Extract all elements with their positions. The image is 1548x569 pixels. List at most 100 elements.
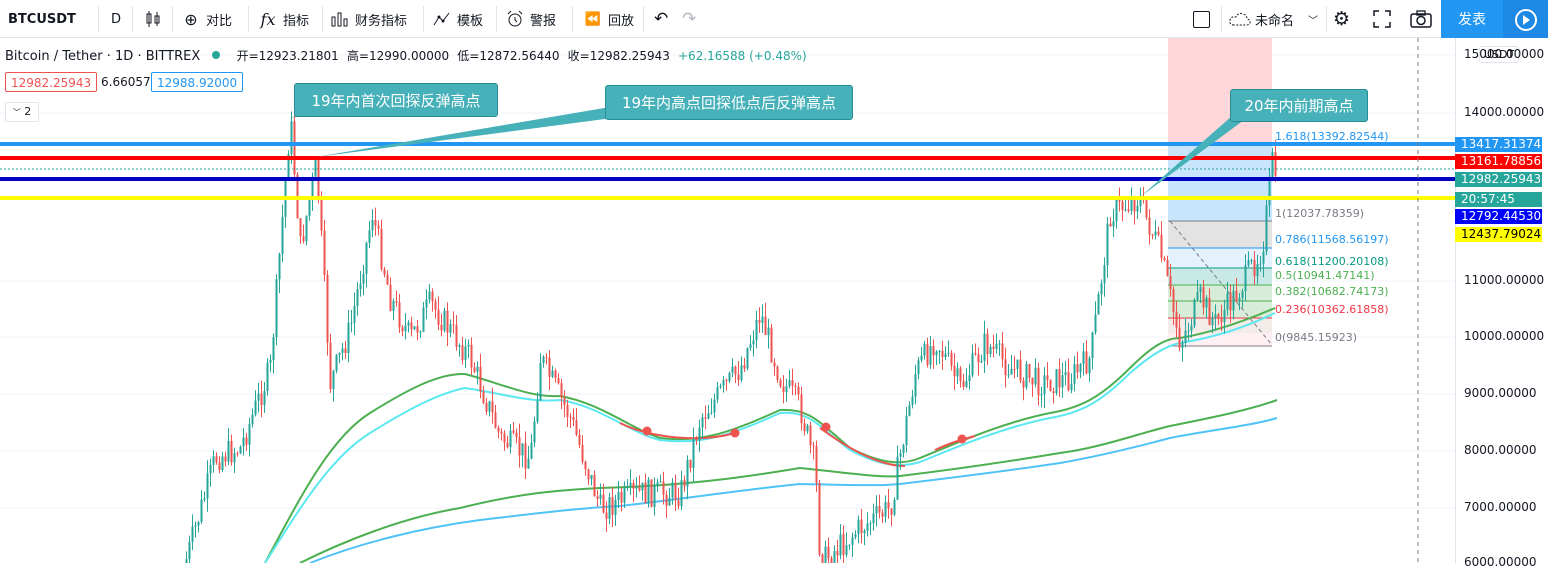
candle-body [818,482,821,555]
rewind-icon: ⏪ [584,11,602,27]
candle-body [860,519,863,534]
undo-button[interactable]: ↶ [654,0,668,38]
candle-body [749,344,752,349]
publish-button[interactable]: 发表 [1441,0,1503,38]
candle-body [1166,260,1169,276]
candle-body [608,497,611,519]
moving-average-line[interactable] [264,312,1276,563]
moving-average-line[interactable] [264,307,1276,563]
layout-name-button[interactable]: 未命名 ﹀ [1228,0,1318,38]
candle-body [857,519,860,535]
fib-level-label: 1.618(13392.82544) [1275,130,1389,143]
candle-body [815,446,818,483]
fib-level-label: 1(12037.78359) [1275,207,1365,220]
candle-body [1055,369,1058,394]
candle-body [833,551,836,563]
buy-price-button[interactable]: 12988.92000 [151,72,244,92]
candle-body [209,464,212,474]
candle-body [1046,375,1049,380]
sell-price-button[interactable]: 12982.25943 [5,72,98,92]
alarm-clock-icon [507,10,523,27]
candle-body [215,456,218,463]
fullscreen-layout-button[interactable] [1193,0,1210,38]
candle-body [1160,234,1163,259]
candle-body [500,431,503,434]
templates-button[interactable]: 模板 [433,0,483,38]
candle-body [623,487,626,503]
callout-rebound-high[interactable]: 19年内高点回探低点后反弹高点 [605,85,853,120]
price-axis-label[interactable]: 12982.25943 [1455,172,1542,187]
settings-button[interactable]: ⚙ [1333,0,1350,38]
callout-first-rebound[interactable]: 19年内首次回探反弹高点 [294,83,498,117]
replay-button[interactable]: ⏪ 回放 [584,11,635,29]
symbol-search-button[interactable]: BTCUSDT [8,0,76,38]
candle-body [1223,309,1226,323]
candle-body [1268,177,1271,206]
price-axis-label[interactable]: 13161.78856 [1455,154,1542,169]
price-tick: 15000.00000 [1464,47,1545,61]
price-axis-label[interactable]: 12437.79024 [1455,227,1542,242]
candle-body [1190,325,1193,331]
candle-body [1247,260,1250,266]
moving-average-line[interactable] [299,399,1278,563]
price-axis-label[interactable]: 13417.31374 [1455,137,1542,152]
candle-body [548,357,551,377]
snapshot-button[interactable] [1410,0,1432,38]
candle-body [599,494,602,499]
candle-body [824,546,827,563]
chart-style-button[interactable] [144,0,162,38]
candle-body [620,492,623,503]
candle-body [218,462,221,470]
candle-body [1202,287,1205,308]
fullscreen-button[interactable] [1373,0,1391,38]
candle-body [968,375,971,382]
compare-button[interactable]: ⊕ 对比 [181,0,232,38]
candle-body [497,427,500,432]
candle-body [836,551,839,556]
market-status-dot [212,51,221,59]
candle-body [302,236,305,242]
candle-body [338,352,341,355]
candle-body [200,499,203,522]
price-chart[interactable] [0,38,1455,563]
candle-body [518,437,521,456]
play-button[interactable] [1503,0,1548,38]
legend-title: Bitcoin / Tether · 1D · BITTREX [5,49,201,64]
price-tick: 14000.00000 [1464,105,1545,119]
financials-button[interactable]: 财务指标 [331,0,407,38]
price-axis[interactable] [1455,38,1548,563]
candle-body [692,439,695,469]
candle-body [1208,297,1211,326]
price-axis-label[interactable]: 12792.44530 [1455,209,1542,224]
candle-body [686,459,689,487]
currency-badge[interactable]: USDT [1479,46,1520,63]
price-axis-label[interactable]: 20:57:45 [1455,192,1542,207]
candle-body [983,333,986,361]
candle-body [1100,283,1103,295]
candle-body [875,506,878,514]
candle-body [1118,199,1121,202]
candle-body [764,316,767,336]
candle-body [428,291,431,300]
candle-body [503,433,506,443]
candle-body [1139,199,1142,206]
collapse-indicators-button[interactable]: ﹀ 2 [5,102,39,122]
indicators-button[interactable]: fx 指标 [258,0,310,38]
candle-body [1031,377,1034,385]
redo-button[interactable]: ↷ [682,0,696,38]
interval-button[interactable]: D [111,11,122,27]
candle-body [380,228,383,270]
candle-body [632,482,635,489]
candle-body [758,319,761,323]
candle-body [227,441,230,462]
candle-body [869,523,872,525]
moving-average-line[interactable] [309,417,1278,563]
callout-previous-high[interactable]: 20年内前期高点 [1230,89,1368,122]
alert-button[interactable]: 警报 [506,0,556,38]
candle-body [533,421,536,443]
candle-body [812,445,815,447]
candle-body [236,453,239,455]
candle-body [452,324,455,326]
candle-body [938,350,941,352]
candle-body [362,273,365,284]
